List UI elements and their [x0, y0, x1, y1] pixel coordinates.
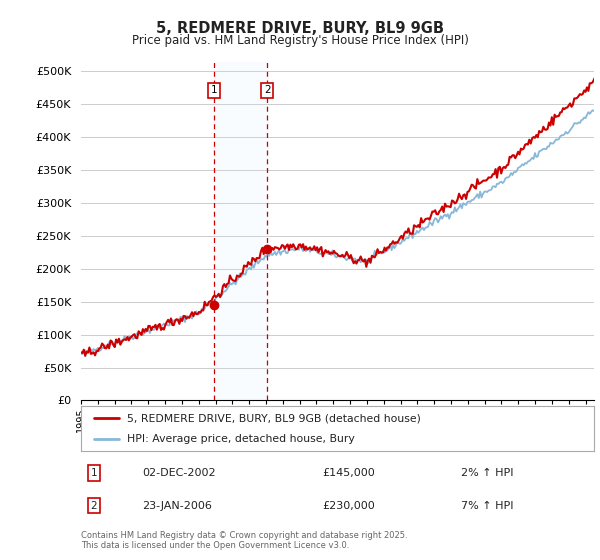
Text: 1: 1	[211, 85, 217, 95]
Bar	[214, 62, 268, 400]
Text: Price paid vs. HM Land Registry's House Price Index (HPI): Price paid vs. HM Land Registry's House …	[131, 34, 469, 46]
Text: 5, REDMERE DRIVE, BURY, BL9 9GB: 5, REDMERE DRIVE, BURY, BL9 9GB	[156, 21, 444, 36]
Text: 1: 1	[91, 468, 97, 478]
Text: 7% ↑ HPI: 7% ↑ HPI	[461, 501, 513, 511]
Text: 2% ↑ HPI: 2% ↑ HPI	[461, 468, 513, 478]
Text: 2: 2	[264, 85, 271, 95]
Text: 23-JAN-2006: 23-JAN-2006	[143, 501, 212, 511]
Text: £145,000: £145,000	[322, 468, 375, 478]
Text: 02-DEC-2002: 02-DEC-2002	[143, 468, 216, 478]
Text: 2: 2	[91, 501, 97, 511]
Text: £230,000: £230,000	[322, 501, 375, 511]
Text: 5, REDMERE DRIVE, BURY, BL9 9GB (detached house): 5, REDMERE DRIVE, BURY, BL9 9GB (detache…	[127, 413, 421, 423]
Text: Contains HM Land Registry data © Crown copyright and database right 2025.
This d: Contains HM Land Registry data © Crown c…	[81, 530, 407, 550]
Text: HPI: Average price, detached house, Bury: HPI: Average price, detached house, Bury	[127, 433, 355, 444]
